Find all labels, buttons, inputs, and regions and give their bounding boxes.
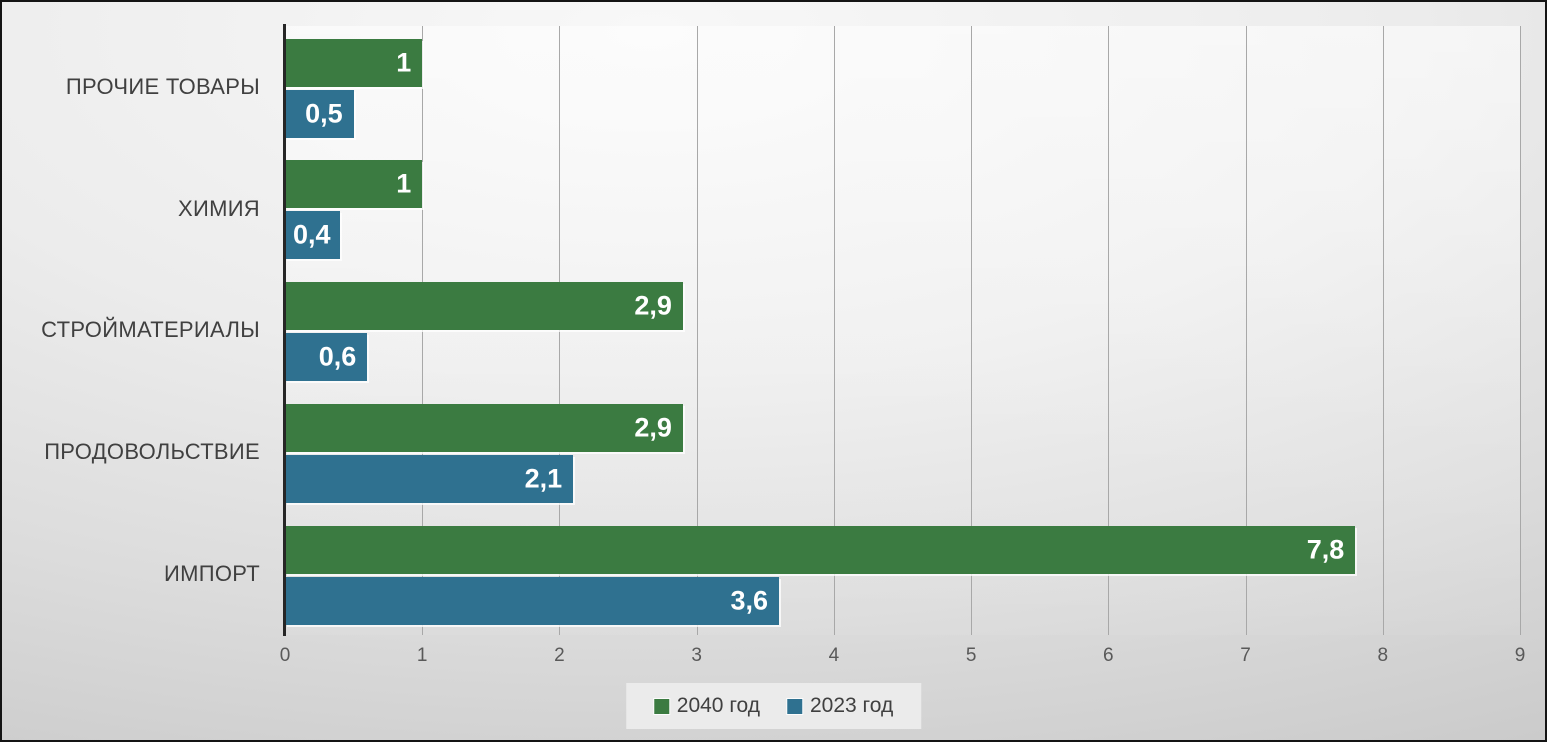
- x-tick-label: 5: [965, 645, 977, 666]
- gridline: [971, 26, 973, 635]
- x-tick-label: 7: [1240, 645, 1251, 666]
- x-tick-label: 3: [691, 645, 702, 666]
- legend-item-2040-год: 2040 год: [653, 694, 760, 718]
- legend-item-2023-год: 2023 год: [787, 694, 893, 718]
- bar-2040-год: 7,8: [285, 525, 1356, 574]
- plot-area: 1 1 2,9 2,9 7,8 0,5 0,4 0,6 2,1 3,6: [285, 26, 1521, 635]
- bar-value-label: 2,9: [634, 290, 672, 321]
- category-label: ПРОЧИЕ ТОВАРЫ: [65, 73, 260, 99]
- category-label: ХИМИЯ: [177, 195, 260, 221]
- bar-value-label: 2,9: [634, 412, 672, 443]
- gridline: [422, 26, 424, 635]
- legend-label: 2023 год: [810, 694, 894, 717]
- bar-value-label: 7,8: [1306, 534, 1345, 565]
- bar-2023-год: 2,1: [285, 454, 574, 503]
- legend-label: 2040 год: [676, 694, 760, 717]
- bar-value-label: 0,4: [293, 219, 331, 250]
- gridline: [1382, 26, 1384, 635]
- legend-color-swatch-icon: [787, 698, 802, 714]
- bar-2023-год: 0,5: [285, 89, 354, 138]
- gridline: [696, 26, 698, 635]
- gridline: [559, 26, 561, 635]
- category-label: ПРОДОВОЛЬСТВИЕ: [44, 439, 260, 465]
- bar-value-label: 1: [396, 47, 412, 77]
- bar-value-label: 3,6: [730, 585, 768, 616]
- bar-2040-год: 1: [285, 160, 423, 209]
- bar-2023-год: 0,6: [285, 333, 368, 382]
- gridline: [1245, 26, 1247, 635]
- gridline: [833, 26, 835, 635]
- bar-2040-год: 2,9: [285, 282, 683, 331]
- gridline: [1520, 26, 1521, 635]
- category-axis-labels: ПРОЧИЕ ТОВАРЫ ХИМИЯ СТРОЙМАТЕРИАЛЫ ПРОДОВОЛ…: [2, 26, 285, 635]
- bar-value-label: 0,6: [318, 341, 357, 372]
- gridline: [1108, 26, 1110, 635]
- legend-color-swatch-icon: [653, 698, 669, 714]
- x-tick-label: 4: [828, 645, 840, 666]
- bar-2023-год: 3,6: [285, 576, 779, 625]
- bar-value-label: 2,1: [524, 463, 563, 494]
- x-tick-label: 9: [1514, 645, 1526, 666]
- bar-value-label: 0,5: [305, 98, 343, 128]
- category-axis-line: [283, 24, 286, 636]
- x-tick-label: 8: [1377, 645, 1389, 666]
- bar-2040-год: 2,9: [285, 403, 683, 452]
- bar-value-label: 1: [396, 168, 412, 199]
- category-label: ИМПОРТ: [164, 561, 260, 587]
- legend: 2040 год 2023 год: [625, 683, 922, 729]
- bar-2023-год: 0,4: [285, 211, 340, 260]
- x-tick-label: 0: [279, 645, 291, 666]
- bar-2040-год: 1: [285, 38, 423, 87]
- x-tick-label: 2: [554, 645, 565, 666]
- category-label: СТРОЙМАТЕРИАЛЫ: [41, 317, 260, 343]
- x-tick-label: 6: [1103, 645, 1114, 666]
- x-tick-label: 1: [416, 645, 428, 666]
